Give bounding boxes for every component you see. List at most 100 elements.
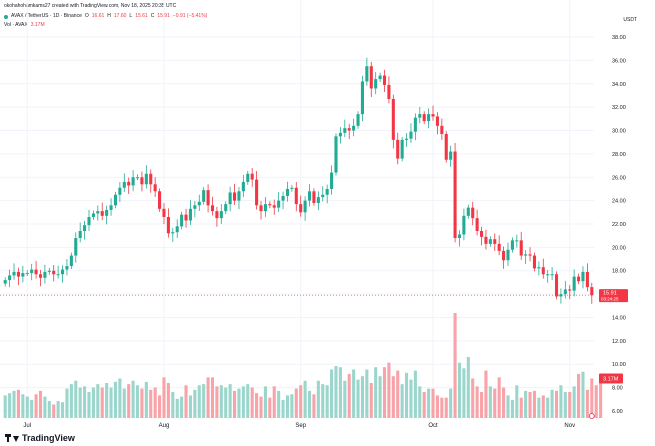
- volume-bar: [497, 377, 501, 418]
- volume-bar: [184, 385, 188, 418]
- volume-bar: [171, 392, 175, 418]
- volume-bar: [105, 383, 109, 418]
- candle-body: [471, 207, 475, 219]
- last-price-badge: [599, 289, 628, 303]
- y-tick-label: 22.00: [612, 222, 626, 228]
- candle-body: [140, 177, 144, 185]
- volume-bar: [369, 383, 373, 418]
- volume-bar: [391, 376, 395, 418]
- volume-bar: [96, 384, 100, 418]
- candle-body: [43, 271, 47, 278]
- candle-body: [519, 240, 523, 256]
- volume-bar: [559, 385, 563, 418]
- volume-bar: [594, 385, 598, 418]
- volume-bar: [8, 393, 12, 418]
- volume-bar: [100, 387, 104, 418]
- x-tick-label: Nov: [564, 423, 575, 429]
- volume-bar: [488, 386, 492, 418]
- volume-bar: [162, 377, 166, 418]
- candle-body: [38, 274, 43, 278]
- volume-bar: [413, 370, 417, 418]
- low-value: 15.61: [135, 13, 148, 19]
- candle-body: [466, 207, 470, 216]
- candle-body: [484, 236, 488, 244]
- volume-bar: [382, 367, 387, 418]
- volume-legend[interactable]: Vol · AVAX 3.17M: [4, 22, 45, 29]
- candle-body: [374, 79, 378, 89]
- x-tick-label: Sep: [295, 423, 306, 429]
- candle-body: [277, 200, 281, 208]
- volume-bar: [599, 381, 603, 418]
- candle-body: [259, 205, 263, 212]
- volume-bar: [506, 395, 510, 418]
- candle-body: [563, 289, 567, 295]
- candle-body: [537, 267, 541, 269]
- candle-body: [237, 191, 241, 201]
- volume-bar: [38, 390, 43, 418]
- volume-bar: [272, 386, 276, 418]
- y-tick-label: 24.00: [612, 199, 626, 205]
- candle-body: [506, 249, 510, 261]
- volume-bar: [65, 388, 69, 418]
- candle-body: [255, 179, 259, 206]
- volume-bar: [515, 385, 519, 418]
- volume-label[interactable]: Vol · AVAX: [4, 22, 28, 28]
- candle-body: [171, 232, 175, 234]
- volume-bar: [334, 366, 338, 418]
- volume-bar: [34, 394, 38, 418]
- volume-bar: [532, 390, 537, 418]
- volume-bar: [197, 385, 201, 418]
- symbol-name[interactable]: AVAX / TetherUS · 1D · Binance: [11, 13, 82, 19]
- volume-bar: [3, 395, 7, 418]
- candle-body: [109, 205, 113, 210]
- volume-bar: [457, 362, 462, 418]
- candle-body: [334, 136, 338, 173]
- tradingview-logo[interactable]: TradingView: [5, 433, 75, 443]
- volume-bar: [321, 384, 325, 418]
- candle-body: [78, 231, 82, 239]
- volume-bar: [572, 386, 576, 418]
- volume-bar: [202, 384, 206, 418]
- volume-bar: [356, 379, 360, 418]
- candle-body: [497, 243, 501, 251]
- volume-bar: [325, 385, 329, 418]
- candle-body: [219, 211, 223, 219]
- candle-body: [30, 269, 34, 274]
- volume-bar: [83, 386, 87, 418]
- candle-body: [21, 273, 25, 277]
- candle-body: [91, 213, 95, 217]
- low-label: L: [129, 13, 133, 19]
- candle-body: [307, 191, 312, 201]
- volume-bar: [590, 378, 594, 418]
- tradingview-logo-icon: [5, 434, 19, 442]
- volume-bar: [290, 394, 294, 418]
- volume-bar: [316, 380, 320, 418]
- candle-body: [568, 289, 572, 291]
- candle-body: [131, 177, 135, 186]
- candle-body: [193, 205, 197, 209]
- candle-body: [294, 187, 298, 205]
- volume-bar: [475, 386, 479, 418]
- volume-bar: [233, 390, 237, 418]
- volume-bar: [422, 392, 426, 418]
- candle-body: [475, 218, 479, 232]
- volume-bar: [435, 395, 439, 418]
- candle-body: [581, 271, 585, 282]
- candle-body: [369, 66, 373, 89]
- candle-body: [312, 191, 316, 203]
- candle-body: [197, 201, 201, 206]
- candle-body: [158, 191, 162, 209]
- volume-bar: [563, 392, 567, 418]
- volume-bar: [374, 367, 378, 418]
- volume-bar: [294, 388, 298, 418]
- candle-body: [528, 254, 532, 256]
- y-tick-label: 8.00: [612, 386, 623, 392]
- candle-body: [56, 274, 60, 276]
- volume-bar: [449, 388, 453, 418]
- candle-body: [541, 267, 545, 275]
- candle-body: [382, 75, 387, 85]
- volume-bar: [519, 397, 523, 418]
- candle-body: [175, 226, 179, 233]
- y-tick-label: 6.00: [612, 409, 623, 415]
